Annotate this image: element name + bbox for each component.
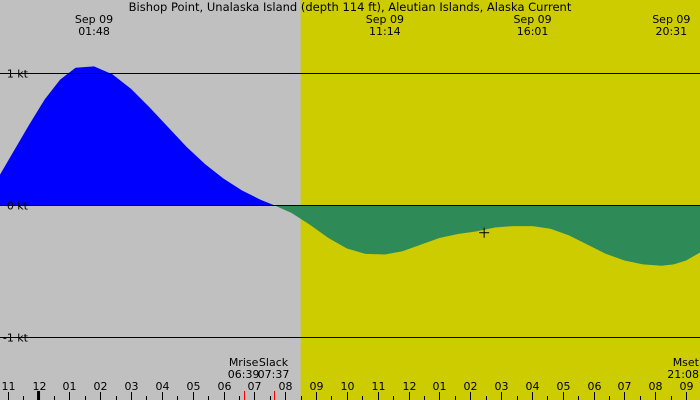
hour-tick-label: 10 xyxy=(341,380,355,393)
peak-time-label: 16:01 xyxy=(517,25,549,38)
y-tick-label: 0 kt xyxy=(7,200,29,213)
hour-tick-label: 06 xyxy=(218,380,232,393)
flood-current-area xyxy=(0,66,274,206)
hour-tick-label: 06 xyxy=(588,380,602,393)
event-time-label: 07:37 xyxy=(258,368,290,381)
event-name-label: Mrise xyxy=(229,356,259,369)
peak-time-label: 01:48 xyxy=(78,25,110,38)
peak-date-label: Sep 09 xyxy=(366,13,404,26)
peak-time-label: 11:14 xyxy=(369,25,401,38)
hour-tick-label: 02 xyxy=(464,380,478,393)
ebb-current-area xyxy=(273,205,700,266)
hour-tick-label: 01 xyxy=(63,380,77,393)
hour-tick-label: 02 xyxy=(94,380,108,393)
hour-tick-label: 08 xyxy=(279,380,293,393)
peak-date-label: Sep 09 xyxy=(652,13,690,26)
hour-tick-label: 04 xyxy=(156,380,170,393)
event-time-label: 06:39 xyxy=(228,368,260,381)
event-time-label: 21:08 xyxy=(667,368,699,381)
y-tick-label: 1 kt xyxy=(7,68,29,81)
chart-title: Bishop Point, Unalaska Island (depth 114… xyxy=(129,0,572,14)
hour-tick-label: 08 xyxy=(649,380,663,393)
peak-date-label: Sep 09 xyxy=(75,13,113,26)
hour-tick-label: 11 xyxy=(372,380,386,393)
hour-tick-label: 11 xyxy=(2,380,16,393)
y-axis-labels: 1 kt 0 kt -1 kt xyxy=(3,68,29,345)
daylight-background xyxy=(300,0,700,400)
hour-tick-label: 05 xyxy=(187,380,201,393)
gridlines xyxy=(0,73,700,338)
hour-tick-label: 01 xyxy=(433,380,447,393)
hour-tick-label: 07 xyxy=(618,380,632,393)
hour-tick-label: 07 xyxy=(248,380,262,393)
hour-tick-label: 12 xyxy=(403,380,417,393)
midnight-tick xyxy=(37,391,41,400)
hour-tick-label: 04 xyxy=(526,380,540,393)
event-name-label: Mset xyxy=(673,356,700,369)
hour-axis: 11 12 01 02 03 04 05 06 07 08 09 10 11 12 01 02 03 04 05 06… xyxy=(2,380,694,400)
event-name-label: Slack xyxy=(259,356,289,369)
hour-tick-label: 09 xyxy=(310,380,324,393)
crosshair-marker xyxy=(479,227,490,238)
hour-tick-label: 05 xyxy=(557,380,571,393)
hour-tick-label: 03 xyxy=(125,380,139,393)
hour-tick-label: 12 xyxy=(33,380,47,393)
hour-tick-label: 09 xyxy=(680,380,694,393)
peak-time-label: 20:31 xyxy=(655,25,687,38)
peak-date-label: Sep 09 xyxy=(513,13,551,26)
y-tick-label: -1 kt xyxy=(3,332,29,345)
hour-tick-label: 03 xyxy=(495,380,509,393)
